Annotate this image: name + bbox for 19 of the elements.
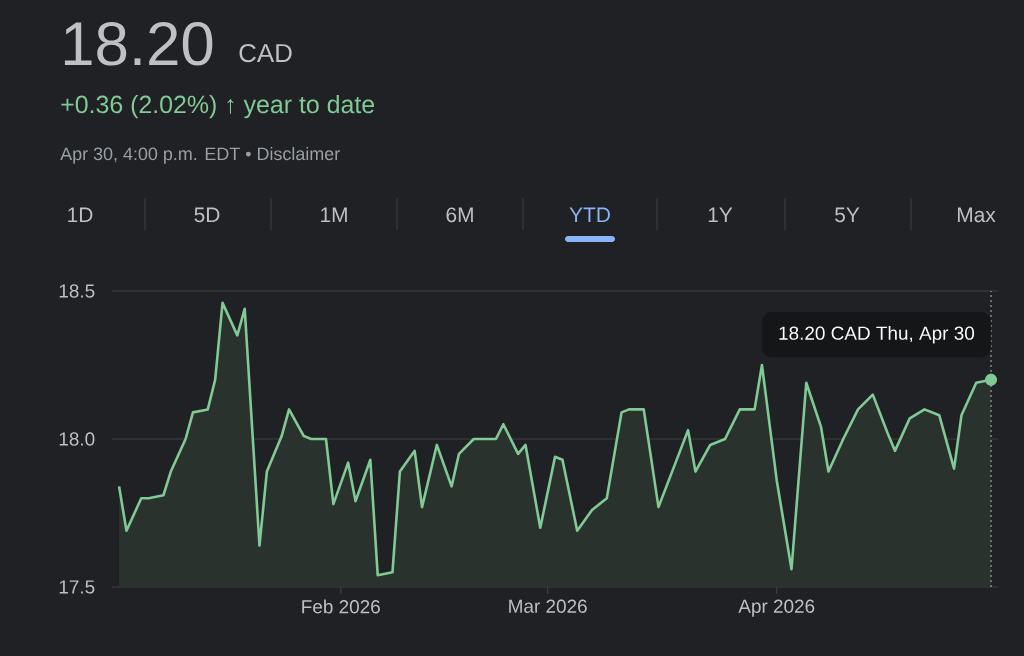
text: 5D (194, 207, 220, 223)
text: Apr 30, 4:00 p.m. EDT • Disclaimer (60, 147, 340, 164)
annotation: 18.20 CAD Thu, Apr 30 (779, 325, 975, 344)
x-tick-label: Mar 2026 (509, 599, 587, 613)
text: 1Y (708, 207, 733, 222)
text: +0.36 (2.02%) ↑ year to date (61, 94, 375, 119)
text: CAD (239, 43, 292, 63)
y-tick-label: 17.5 (59, 580, 95, 594)
text: 1M (321, 207, 347, 222)
text: 6M (446, 207, 473, 223)
text: 5Y (835, 207, 860, 223)
text: YTD (569, 207, 610, 222)
y-tick-label: 18.0 (59, 432, 95, 446)
text: Max (957, 207, 996, 223)
x-tick-label: Apr 2026 (738, 599, 815, 617)
chart-title: 18.20 (64, 21, 213, 66)
x-tick-label: Feb 2026 (302, 599, 380, 614)
text: 1D (68, 207, 93, 222)
y-tick-label: 18.5 (59, 284, 95, 298)
